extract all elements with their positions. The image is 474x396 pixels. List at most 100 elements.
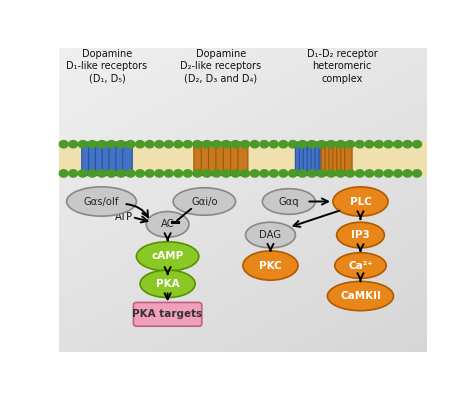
Circle shape — [174, 170, 182, 177]
Circle shape — [250, 141, 259, 148]
Circle shape — [136, 141, 145, 148]
FancyBboxPatch shape — [295, 142, 303, 175]
FancyBboxPatch shape — [329, 142, 337, 175]
FancyBboxPatch shape — [299, 142, 307, 175]
Circle shape — [393, 170, 402, 177]
Ellipse shape — [246, 222, 295, 248]
Circle shape — [183, 141, 192, 148]
Circle shape — [384, 141, 393, 148]
Circle shape — [155, 141, 164, 148]
Text: PKA targets: PKA targets — [133, 309, 203, 319]
Text: PLC: PLC — [349, 196, 372, 206]
FancyBboxPatch shape — [345, 142, 352, 175]
Text: Dopamine
D₂-like receptors
(D₂, D₃ and D₄): Dopamine D₂-like receptors (D₂, D₃ and D… — [180, 49, 262, 84]
Circle shape — [88, 170, 97, 177]
Circle shape — [78, 141, 87, 148]
FancyBboxPatch shape — [89, 142, 98, 175]
Circle shape — [183, 170, 192, 177]
Ellipse shape — [146, 211, 189, 237]
Circle shape — [269, 141, 278, 148]
Circle shape — [59, 170, 68, 177]
Circle shape — [222, 141, 230, 148]
Circle shape — [231, 141, 240, 148]
FancyBboxPatch shape — [82, 142, 91, 175]
Ellipse shape — [137, 242, 199, 271]
FancyBboxPatch shape — [95, 142, 105, 175]
Circle shape — [126, 141, 135, 148]
Circle shape — [164, 170, 173, 177]
FancyBboxPatch shape — [341, 142, 348, 175]
Circle shape — [403, 141, 412, 148]
Circle shape — [279, 141, 288, 148]
Circle shape — [374, 170, 383, 177]
Circle shape — [336, 170, 345, 177]
Circle shape — [69, 170, 78, 177]
FancyBboxPatch shape — [319, 142, 327, 175]
Ellipse shape — [66, 187, 137, 216]
Circle shape — [413, 170, 421, 177]
Text: D₁-D₂ receptor
heteromeric
complex: D₁-D₂ receptor heteromeric complex — [307, 49, 377, 84]
Circle shape — [231, 170, 240, 177]
Circle shape — [289, 141, 297, 148]
Text: AC: AC — [161, 219, 174, 229]
Circle shape — [403, 170, 412, 177]
Circle shape — [98, 170, 106, 177]
Circle shape — [88, 141, 97, 148]
FancyBboxPatch shape — [325, 142, 332, 175]
Circle shape — [260, 141, 269, 148]
Circle shape — [212, 141, 221, 148]
FancyBboxPatch shape — [102, 142, 112, 175]
Ellipse shape — [173, 188, 236, 215]
Circle shape — [269, 170, 278, 177]
Circle shape — [393, 141, 402, 148]
FancyBboxPatch shape — [321, 142, 328, 175]
FancyBboxPatch shape — [307, 142, 315, 175]
Circle shape — [107, 170, 116, 177]
Circle shape — [279, 170, 288, 177]
FancyBboxPatch shape — [303, 142, 310, 175]
FancyBboxPatch shape — [134, 303, 202, 326]
FancyBboxPatch shape — [194, 142, 204, 175]
Circle shape — [117, 141, 125, 148]
Circle shape — [336, 141, 345, 148]
FancyBboxPatch shape — [123, 142, 132, 175]
Circle shape — [384, 170, 393, 177]
Text: IP3: IP3 — [351, 230, 370, 240]
Circle shape — [222, 170, 230, 177]
Circle shape — [374, 141, 383, 148]
Ellipse shape — [333, 187, 388, 216]
Circle shape — [78, 170, 87, 177]
Circle shape — [164, 141, 173, 148]
Text: CaMKII: CaMKII — [340, 291, 381, 301]
Circle shape — [317, 170, 326, 177]
Circle shape — [260, 170, 269, 177]
Circle shape — [107, 141, 116, 148]
Text: Gαs/olf: Gαs/olf — [84, 196, 119, 206]
Circle shape — [202, 170, 211, 177]
Circle shape — [346, 141, 355, 148]
Text: Dopamine
D₁-like receptors
(D₁, D₅): Dopamine D₁-like receptors (D₁, D₅) — [66, 49, 147, 84]
FancyBboxPatch shape — [201, 142, 211, 175]
Circle shape — [212, 170, 221, 177]
Circle shape — [317, 141, 326, 148]
Circle shape — [346, 170, 355, 177]
Text: DAG: DAG — [259, 230, 282, 240]
Text: cAMP: cAMP — [152, 251, 184, 261]
Ellipse shape — [328, 282, 393, 311]
Circle shape — [145, 141, 154, 148]
Circle shape — [136, 170, 145, 177]
FancyBboxPatch shape — [315, 142, 322, 175]
Circle shape — [327, 170, 336, 177]
Ellipse shape — [243, 251, 298, 280]
FancyBboxPatch shape — [311, 142, 319, 175]
Text: Ca²⁺: Ca²⁺ — [348, 261, 373, 270]
Circle shape — [126, 170, 135, 177]
FancyBboxPatch shape — [216, 142, 226, 175]
Circle shape — [202, 141, 211, 148]
Circle shape — [193, 170, 202, 177]
Circle shape — [98, 141, 106, 148]
FancyBboxPatch shape — [333, 142, 340, 175]
FancyBboxPatch shape — [109, 142, 118, 175]
Ellipse shape — [337, 222, 384, 248]
Circle shape — [365, 170, 374, 177]
